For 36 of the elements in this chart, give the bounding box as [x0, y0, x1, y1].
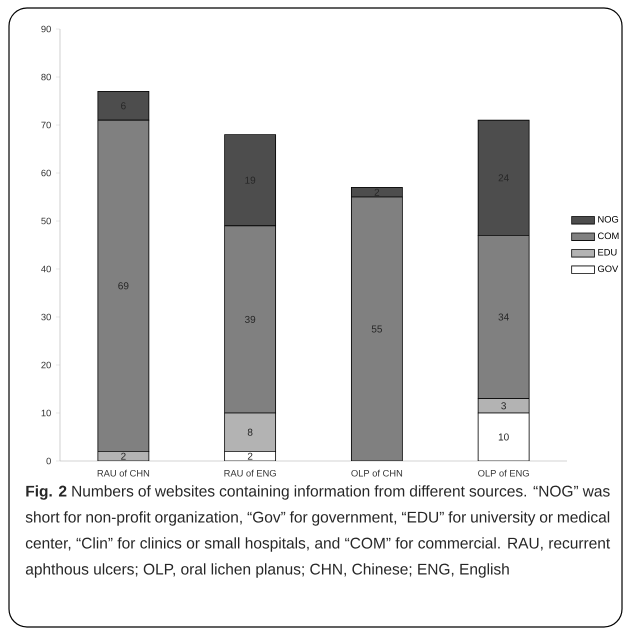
bar: [478, 235, 530, 399]
bar: [97, 120, 150, 452]
bar: [224, 412, 276, 452]
legend-label: GOV: [598, 265, 618, 272]
data-label: 2: [121, 452, 126, 460]
y-tick-label: 40: [41, 266, 51, 272]
y-tick-label: 20: [41, 362, 51, 368]
y-tick-label: 90: [41, 26, 51, 32]
x-tick-label: OLP of CHN: [351, 470, 402, 477]
y-tick-label: 10: [42, 410, 51, 416]
data-label: 39: [244, 316, 256, 323]
bar: [350, 196, 403, 461]
y-tick-label: 0: [46, 458, 51, 464]
x-tick-label: RAU of CHN: [98, 470, 150, 477]
data-label: 34: [498, 313, 509, 321]
bar: [350, 187, 403, 198]
y-tick-label: 70: [41, 122, 51, 128]
legend-label: EDU: [598, 249, 616, 256]
data-label: 8: [248, 428, 252, 436]
x-tick-label: OLP of ENG: [478, 470, 529, 477]
y-tick-label: 50: [41, 218, 51, 224]
y-tick-label: 80: [41, 74, 51, 80]
bar: [224, 225, 276, 414]
y-tick-label: 30: [41, 314, 51, 320]
data-label: 10: [498, 433, 509, 441]
bar: [224, 134, 276, 226]
text: Fig. 2 Numbers of websites containing information from different sources. “NOG” was short for non-profit organization, “Gov” for government, “EDU” for university or medical center, “Clin” for clinics or small hospitals, and “COM” for commercial. RAU, recurrent aphthous ulcers; OLP, oral lichen planus; CHN, Chinese; ENG, English: [26, 485, 610, 578]
data-label: 3: [501, 402, 506, 410]
data-label: 69: [118, 282, 128, 290]
legend-label: NOG: [598, 216, 618, 223]
legend-label: COM: [598, 232, 619, 240]
bar: [478, 398, 530, 414]
data-label: 55: [372, 326, 382, 332]
y-tick-label: 60: [41, 170, 51, 176]
x-tick-label: RAU of ENG: [224, 470, 276, 477]
data-label: 2: [248, 452, 252, 460]
